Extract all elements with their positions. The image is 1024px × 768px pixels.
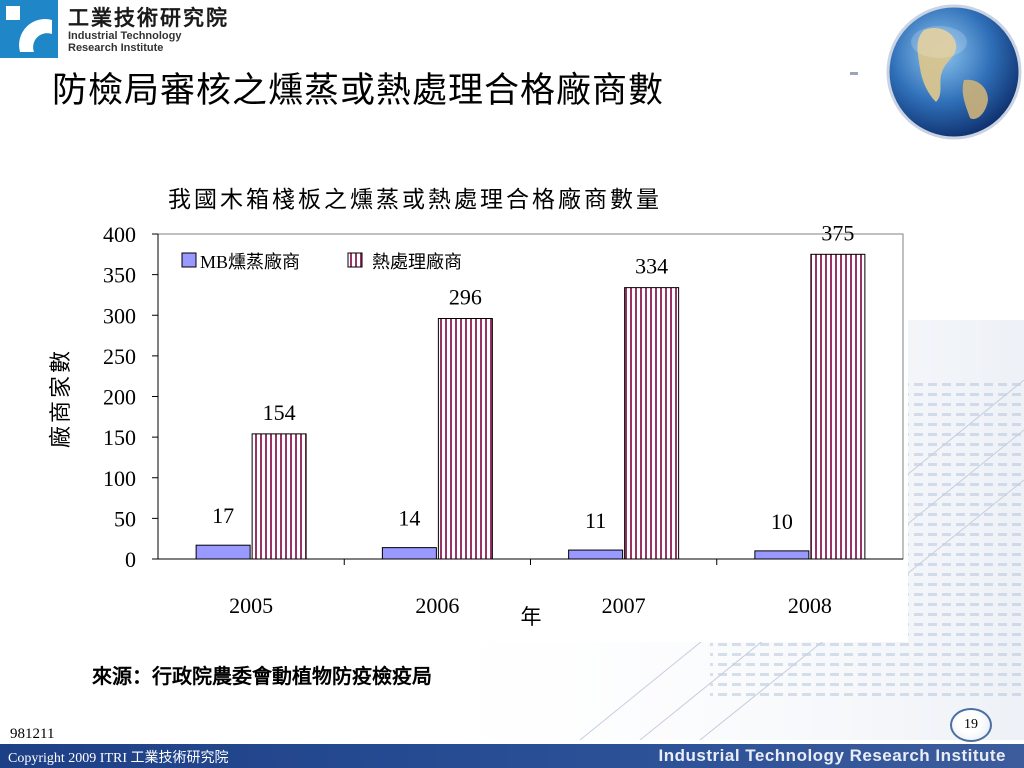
data-label: 296 <box>449 285 482 310</box>
page-number: 19 <box>964 717 978 732</box>
legend: MB燻蒸廠商 熱處理廠商 <box>181 251 462 272</box>
y-tick-label: 50 <box>114 506 136 531</box>
data-label: 14 <box>398 506 420 531</box>
date-code: 981211 <box>10 726 55 742</box>
org-name-en-line2: Research Institute <box>68 42 164 54</box>
y-tick-label: 200 <box>103 385 136 410</box>
footer-bar: Copyright 2009 ITRI 工業技術研究院 Industrial T… <box>0 744 1024 768</box>
data-label: 375 <box>821 220 854 245</box>
x-tick-label: 2007 <box>602 593 646 618</box>
org-name-zh: 工業技術研究院 <box>68 6 229 30</box>
legend-swatch <box>347 252 363 268</box>
org-name-en-line1: Industrial Technology <box>68 30 182 42</box>
x-axis: 2005 2006 2007 2008 <box>158 558 903 618</box>
data-label: 17 <box>212 503 234 528</box>
bar-mb-fumigation <box>381 547 437 560</box>
data-label: 10 <box>771 509 793 534</box>
y-tick-label: 100 <box>103 466 136 491</box>
y-tick-label: 350 <box>103 263 136 288</box>
itri-logo: 工業技術研究院 Industrial Technology Research I… <box>0 0 240 58</box>
bar-heat-treatment <box>437 318 493 560</box>
page-title: 防檢局審核之燻蒸或熱處理合格廠商數 <box>52 71 665 111</box>
legend-label: MB燻蒸廠商 <box>200 251 300 272</box>
x-tick-label: 2005 <box>229 593 273 618</box>
y-axis: 0 50 100 150 200 250 300 350 400 <box>103 222 159 572</box>
y-tick-label: 0 <box>125 547 136 572</box>
copyright-text: Copyright 2009 ITRI 工業技術研究院 <box>8 751 229 766</box>
data-label: 154 <box>263 400 296 425</box>
y-axis-title: 廠商家數 <box>48 348 73 448</box>
y-tick-label: 250 <box>103 344 136 369</box>
chart-title: 我國木箱棧板之燻蒸或熱處理合格廠商數量 <box>168 187 662 213</box>
data-label: 334 <box>635 254 668 279</box>
bar-mb-fumigation <box>195 544 251 560</box>
legend-label: 熱處理廠商 <box>372 251 462 272</box>
org-name-en: Industrial Technology Research Institute <box>68 30 181 54</box>
page-number-badge: 19 <box>950 708 992 742</box>
y-tick-label: 400 <box>103 222 136 247</box>
bar-mb-fumigation <box>754 550 810 560</box>
bar-heat-treatment <box>810 253 866 560</box>
data-labels: 17 154 14 296 11 334 10 375 <box>212 220 854 534</box>
x-tick-label: 2006 <box>415 593 459 618</box>
bars <box>195 253 866 560</box>
bar-heat-treatment <box>251 433 307 560</box>
footer-institute-name: Industrial Technology Research Institute <box>658 746 1006 765</box>
globe-icon <box>886 4 1022 140</box>
itri-logo-mark-icon <box>0 0 58 58</box>
x-tick-label: 2008 <box>788 593 832 618</box>
y-tick-label: 150 <box>103 425 136 450</box>
bar-mb-fumigation <box>568 549 624 560</box>
y-tick-label: 300 <box>103 303 136 328</box>
legend-swatch <box>181 252 197 268</box>
x-axis-title: 年 <box>521 605 542 629</box>
source-note: 來源：行政院農委會動植物防疫檢疫局 <box>92 664 432 688</box>
decorative-dash <box>850 72 858 75</box>
bar-heat-treatment <box>624 287 680 560</box>
data-label: 11 <box>585 508 606 533</box>
